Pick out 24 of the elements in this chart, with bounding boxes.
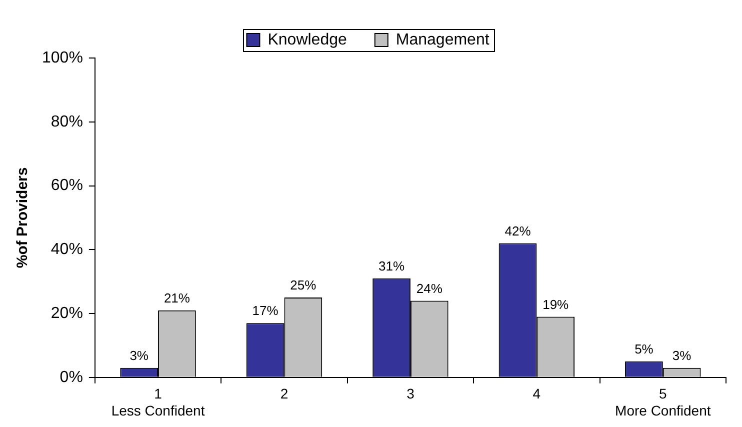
y-tick-label: 100% [42,49,83,66]
data-label: 24% [416,280,443,296]
y-tick-label: 0% [60,368,83,386]
data-label: 42% [504,223,532,238]
x-tick-label: 5 More Confident [615,386,711,418]
y-tick-label: 20% [50,304,83,322]
x-tick-label: 2 [280,386,288,402]
data-label: 21% [164,290,190,306]
y-axis-title: %of Providers [14,167,32,268]
data-label: 25% [290,278,317,293]
legend-label: Knowledge [268,31,347,48]
legend-label: Management [396,31,490,48]
data-label: 19% [542,296,570,312]
data-label: 31% [378,258,405,274]
x-tick-label: 1 Less Confident [111,386,205,418]
data-label: 5% [634,342,654,357]
data-label: 3% [130,348,149,363]
x-tick-label: 4 [532,386,541,402]
y-tick-label: 60% [50,177,83,194]
data-label: 3% [672,348,692,363]
y-tick-label: 80% [50,113,83,130]
x-tick-label: 3 [406,386,415,402]
y-tick-label: 40% [50,241,83,258]
data-label: 17% [252,303,279,318]
